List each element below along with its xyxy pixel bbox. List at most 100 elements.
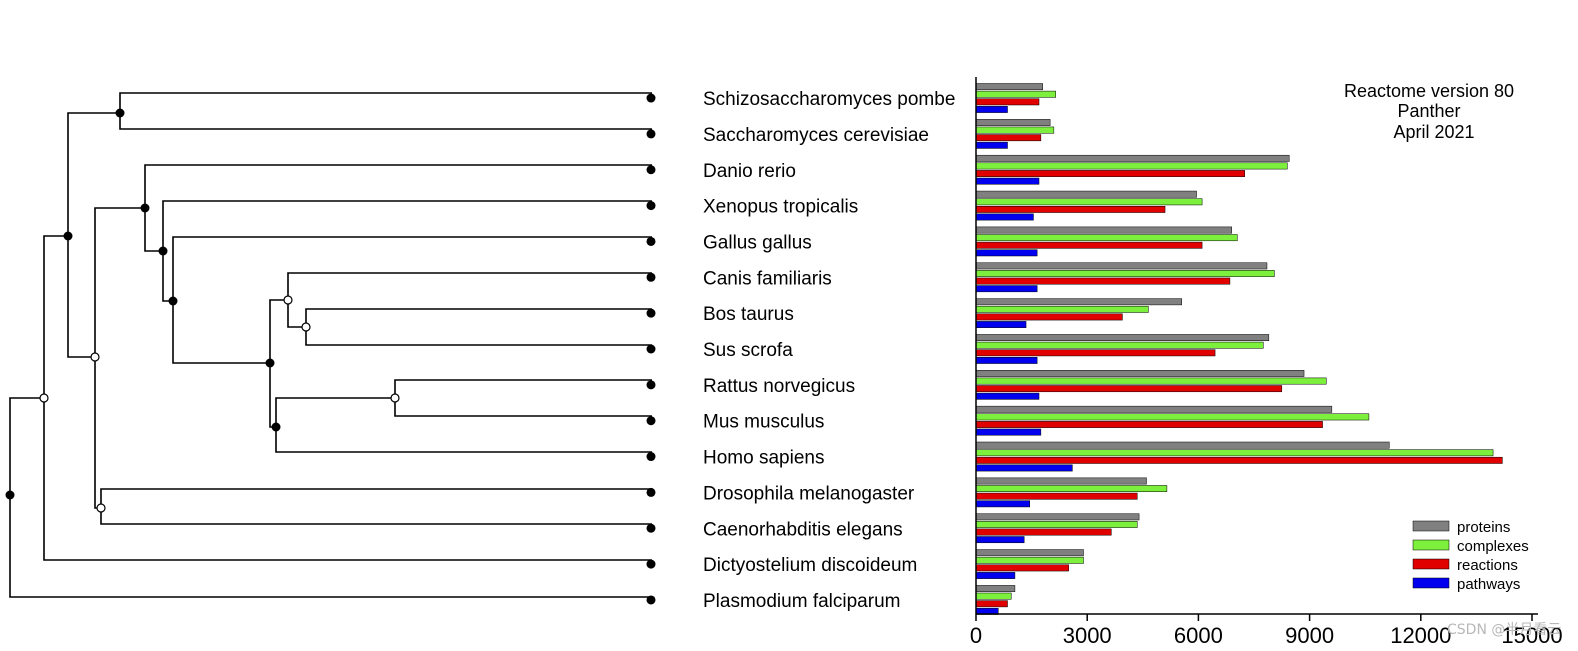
species-label: Danio rerio	[703, 161, 796, 182]
bar-pathways	[975, 428, 1042, 436]
annotation-line-3: April 2021	[1393, 122, 1474, 142]
bar-pathways	[975, 464, 1073, 472]
x-tick-label: 9000	[1285, 623, 1334, 648]
leaf-dot	[646, 595, 656, 605]
leaf-dot	[646, 236, 656, 246]
bar-complexes	[975, 521, 1138, 528]
bar-pathways	[975, 500, 1030, 508]
leaf-dot	[646, 165, 656, 175]
bar-reactions	[975, 277, 1231, 285]
leaf-dot	[646, 559, 656, 569]
bar-proteins	[975, 334, 1270, 342]
species-label: Xenopus tropicalis	[703, 197, 858, 218]
version-annotation: Reactome version 80 Panther April 2021	[1344, 81, 1514, 142]
bar-proteins	[975, 405, 1333, 413]
legend-swatch-reactions	[1412, 558, 1450, 570]
bar-pathways	[975, 392, 1040, 400]
leaf-dot	[646, 523, 656, 533]
bar-complexes	[975, 162, 1288, 170]
bar-reactions	[975, 134, 1042, 142]
bar-pathways	[975, 141, 1008, 149]
x-tick-label: 3000	[1063, 623, 1112, 648]
species-label: Saccharomyces cerevisiae	[703, 125, 929, 146]
bar-complexes	[975, 234, 1238, 242]
bar-reactions	[975, 564, 1069, 572]
species-label: Dictyostelium discoideum	[703, 555, 917, 576]
bar-reactions	[975, 241, 1203, 249]
species-label: Sus scrofa	[703, 340, 793, 361]
tree-filled-nodes	[5, 108, 281, 500]
legend-label-complexes: complexes	[1457, 538, 1529, 555]
bar-complexes	[975, 413, 1370, 421]
species-label: Gallus gallus	[703, 232, 812, 253]
bar-reactions	[975, 349, 1216, 357]
species-label: Canis familiaris	[703, 268, 832, 289]
bar-complexes	[975, 592, 1012, 600]
annotation-line-1: Reactome version 80	[1344, 81, 1514, 101]
bar-pathways	[975, 285, 1038, 293]
bar-reactions	[975, 528, 1112, 536]
watermark: CSDN @半月看云	[1447, 622, 1561, 638]
legend-swatch-pathways	[1412, 577, 1450, 589]
annotation-line-2: Panther	[1397, 101, 1460, 121]
bar-reactions	[975, 492, 1138, 500]
bar-reactions	[975, 206, 1166, 213]
species-label: Drosophila melanogaster	[703, 483, 915, 504]
species-label: Caenorhabditis elegans	[703, 519, 903, 540]
bar-complexes	[975, 270, 1275, 277]
legend-swatch-proteins	[1412, 520, 1450, 532]
species-label: Bos taurus	[703, 304, 794, 325]
bar-reactions	[975, 421, 1323, 428]
bar-pathways	[975, 357, 1038, 364]
leaf-dot	[646, 344, 656, 354]
legend-label-pathways: pathways	[1457, 576, 1520, 593]
x-tick-label: 6000	[1174, 623, 1223, 648]
bar-reactions	[975, 600, 1008, 608]
leaf-dot	[646, 201, 656, 211]
bar-reactions	[975, 170, 1245, 177]
legend-swatch-complexes	[1412, 539, 1450, 551]
bar-series	[975, 83, 1503, 615]
leaf-dot	[646, 272, 656, 282]
bar-proteins	[975, 83, 1043, 91]
bar-reactions	[975, 385, 1283, 393]
x-tick-label: 12000	[1390, 623, 1451, 648]
leaf-dot	[646, 452, 656, 462]
bar-proteins	[975, 585, 1016, 592]
species-labels: Schizosaccharomyces pombe Saccharomyces c…	[703, 89, 955, 612]
bar-reactions	[975, 456, 1503, 464]
x-tick-label: 0	[970, 623, 982, 648]
bar-proteins	[975, 513, 1140, 521]
leaf-dot	[646, 129, 656, 139]
legend-label-proteins: proteins	[1457, 519, 1510, 536]
tree-branches	[9, 92, 652, 598]
bar-proteins	[975, 154, 1290, 162]
x-tick-label: 15000	[1501, 623, 1562, 648]
bar-proteins	[975, 119, 1051, 126]
bar-complexes	[975, 556, 1084, 564]
tree-leaf-dots	[646, 93, 656, 605]
x-axis-ticks: 0 3000 6000 9000 12000 15000	[970, 614, 1563, 648]
bar-pathways	[975, 536, 1025, 544]
phylogenetic-tree	[5, 92, 656, 605]
bar-complexes	[975, 90, 1056, 98]
bar-reactions	[975, 98, 1040, 106]
bar-complexes	[975, 341, 1264, 349]
bar-pathways	[975, 213, 1034, 221]
species-label: Schizosaccharomyces pombe	[703, 89, 955, 110]
bar-proteins	[975, 477, 1147, 485]
bar-proteins	[975, 190, 1197, 198]
bar-pathways	[975, 249, 1038, 257]
bar-complexes	[975, 126, 1055, 134]
bar-complexes	[975, 377, 1327, 385]
bar-pathways	[975, 177, 1040, 185]
legend: proteins complexes reactions pathways	[1412, 519, 1529, 593]
bar-pathways	[975, 106, 1008, 113]
bar-complexes	[975, 485, 1168, 493]
bar-proteins	[975, 298, 1182, 306]
bar-proteins	[975, 441, 1390, 449]
bar-proteins	[975, 226, 1233, 234]
leaf-dot	[646, 308, 656, 318]
legend-label-reactions: reactions	[1457, 557, 1518, 574]
